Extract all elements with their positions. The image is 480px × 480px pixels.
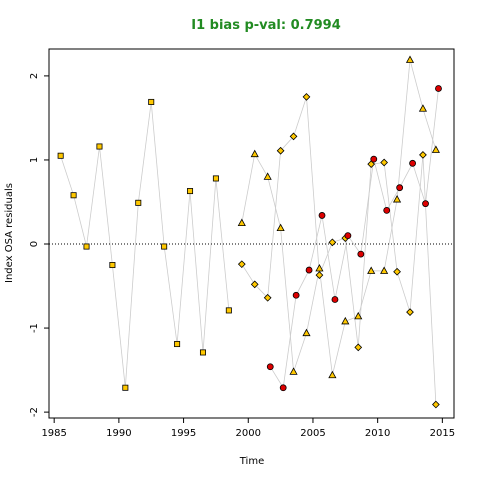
data-point-diamond <box>354 343 363 352</box>
y-tick-label: -2 <box>29 407 40 417</box>
data-point-square <box>135 199 142 206</box>
series-line-1 <box>60 101 230 388</box>
data-point-circle <box>409 159 416 167</box>
y-tick-label: 2 <box>29 73 40 79</box>
data-point-triangle <box>237 218 246 226</box>
data-point-diamond <box>263 293 272 302</box>
data-point-square <box>199 349 206 356</box>
data-point-square <box>122 384 129 391</box>
data-point-circle <box>292 291 300 299</box>
series-line-3 <box>241 96 437 405</box>
plot-frame <box>48 48 455 419</box>
data-point-triangle <box>250 149 259 158</box>
x-axis: 1985 1990 1995 2000 2005 2010 2015 <box>41 418 455 439</box>
data-point-circle <box>396 184 404 192</box>
data-point-triangle <box>328 370 337 379</box>
data-point-triangle <box>405 55 415 63</box>
x-axis-label: Time <box>239 456 264 467</box>
x-tick-label: 1985 <box>41 428 66 439</box>
data-point-diamond <box>315 271 324 279</box>
data-point-diamond <box>237 260 246 269</box>
data-point-circle <box>383 206 391 214</box>
data-point-circle <box>344 232 352 240</box>
marker-layer <box>57 55 442 409</box>
data-point-diamond <box>302 93 311 101</box>
data-point-square <box>109 262 116 269</box>
data-point-square <box>174 341 181 348</box>
data-point-triangle <box>431 145 440 153</box>
data-point-square <box>70 192 77 199</box>
series-layer <box>60 59 439 405</box>
data-point-circle <box>305 266 313 274</box>
data-point-square <box>148 98 155 105</box>
data-point-triangle <box>380 266 389 274</box>
data-point-diamond <box>406 308 414 316</box>
x-tick-label: 1990 <box>106 428 131 439</box>
y-axis: -2 -1 0 1 2 <box>29 73 49 417</box>
y-axis-label: Index OSA residuals <box>4 183 15 283</box>
data-point-circle <box>422 200 429 208</box>
data-point-triangle <box>354 311 363 320</box>
data-point-diamond <box>419 151 427 159</box>
data-point-square <box>57 152 64 159</box>
data-point-square <box>96 143 103 150</box>
data-point-triangle <box>341 316 350 325</box>
data-point-circle <box>279 384 287 392</box>
x-tick-label: 1995 <box>171 428 196 439</box>
data-point-triangle <box>276 223 285 232</box>
data-point-circle <box>266 363 274 371</box>
data-point-triangle <box>367 266 376 274</box>
data-point-circle <box>435 85 442 92</box>
data-point-square <box>225 307 232 314</box>
data-point-diamond <box>432 400 440 409</box>
data-point-diamond <box>393 267 401 276</box>
data-point-square <box>212 175 219 182</box>
data-point-circle <box>331 296 339 303</box>
data-point-diamond <box>289 132 298 141</box>
series-line-2 <box>241 59 437 376</box>
data-point-triangle <box>315 263 324 272</box>
y-tick-label: -1 <box>29 323 40 333</box>
data-point-diamond <box>367 160 376 169</box>
data-point-square <box>161 243 168 250</box>
data-point-triangle <box>289 367 298 375</box>
chart-title: I1 bias p-val: 0.7994 <box>191 18 341 33</box>
data-point-diamond <box>380 158 388 167</box>
x-tick-label: 2015 <box>430 428 455 439</box>
data-point-square <box>83 243 90 250</box>
data-point-triangle <box>418 104 428 112</box>
x-tick-label: 2000 <box>236 428 261 439</box>
data-point-triangle <box>302 328 311 337</box>
data-point-circle <box>318 212 326 219</box>
data-point-circle <box>370 155 378 163</box>
data-point-square <box>187 188 194 195</box>
x-tick-label: 2005 <box>300 428 325 439</box>
data-point-triangle <box>392 195 402 203</box>
data-point-diamond <box>276 146 285 155</box>
y-tick-label: 1 <box>29 157 40 163</box>
data-point-triangle <box>263 172 272 180</box>
data-point-circle <box>357 250 365 258</box>
y-tick-label: 0 <box>29 241 40 247</box>
series-line-4 <box>269 88 439 389</box>
data-point-diamond <box>250 280 259 289</box>
x-tick-label: 2010 <box>365 428 390 439</box>
data-point-diamond <box>328 238 337 247</box>
